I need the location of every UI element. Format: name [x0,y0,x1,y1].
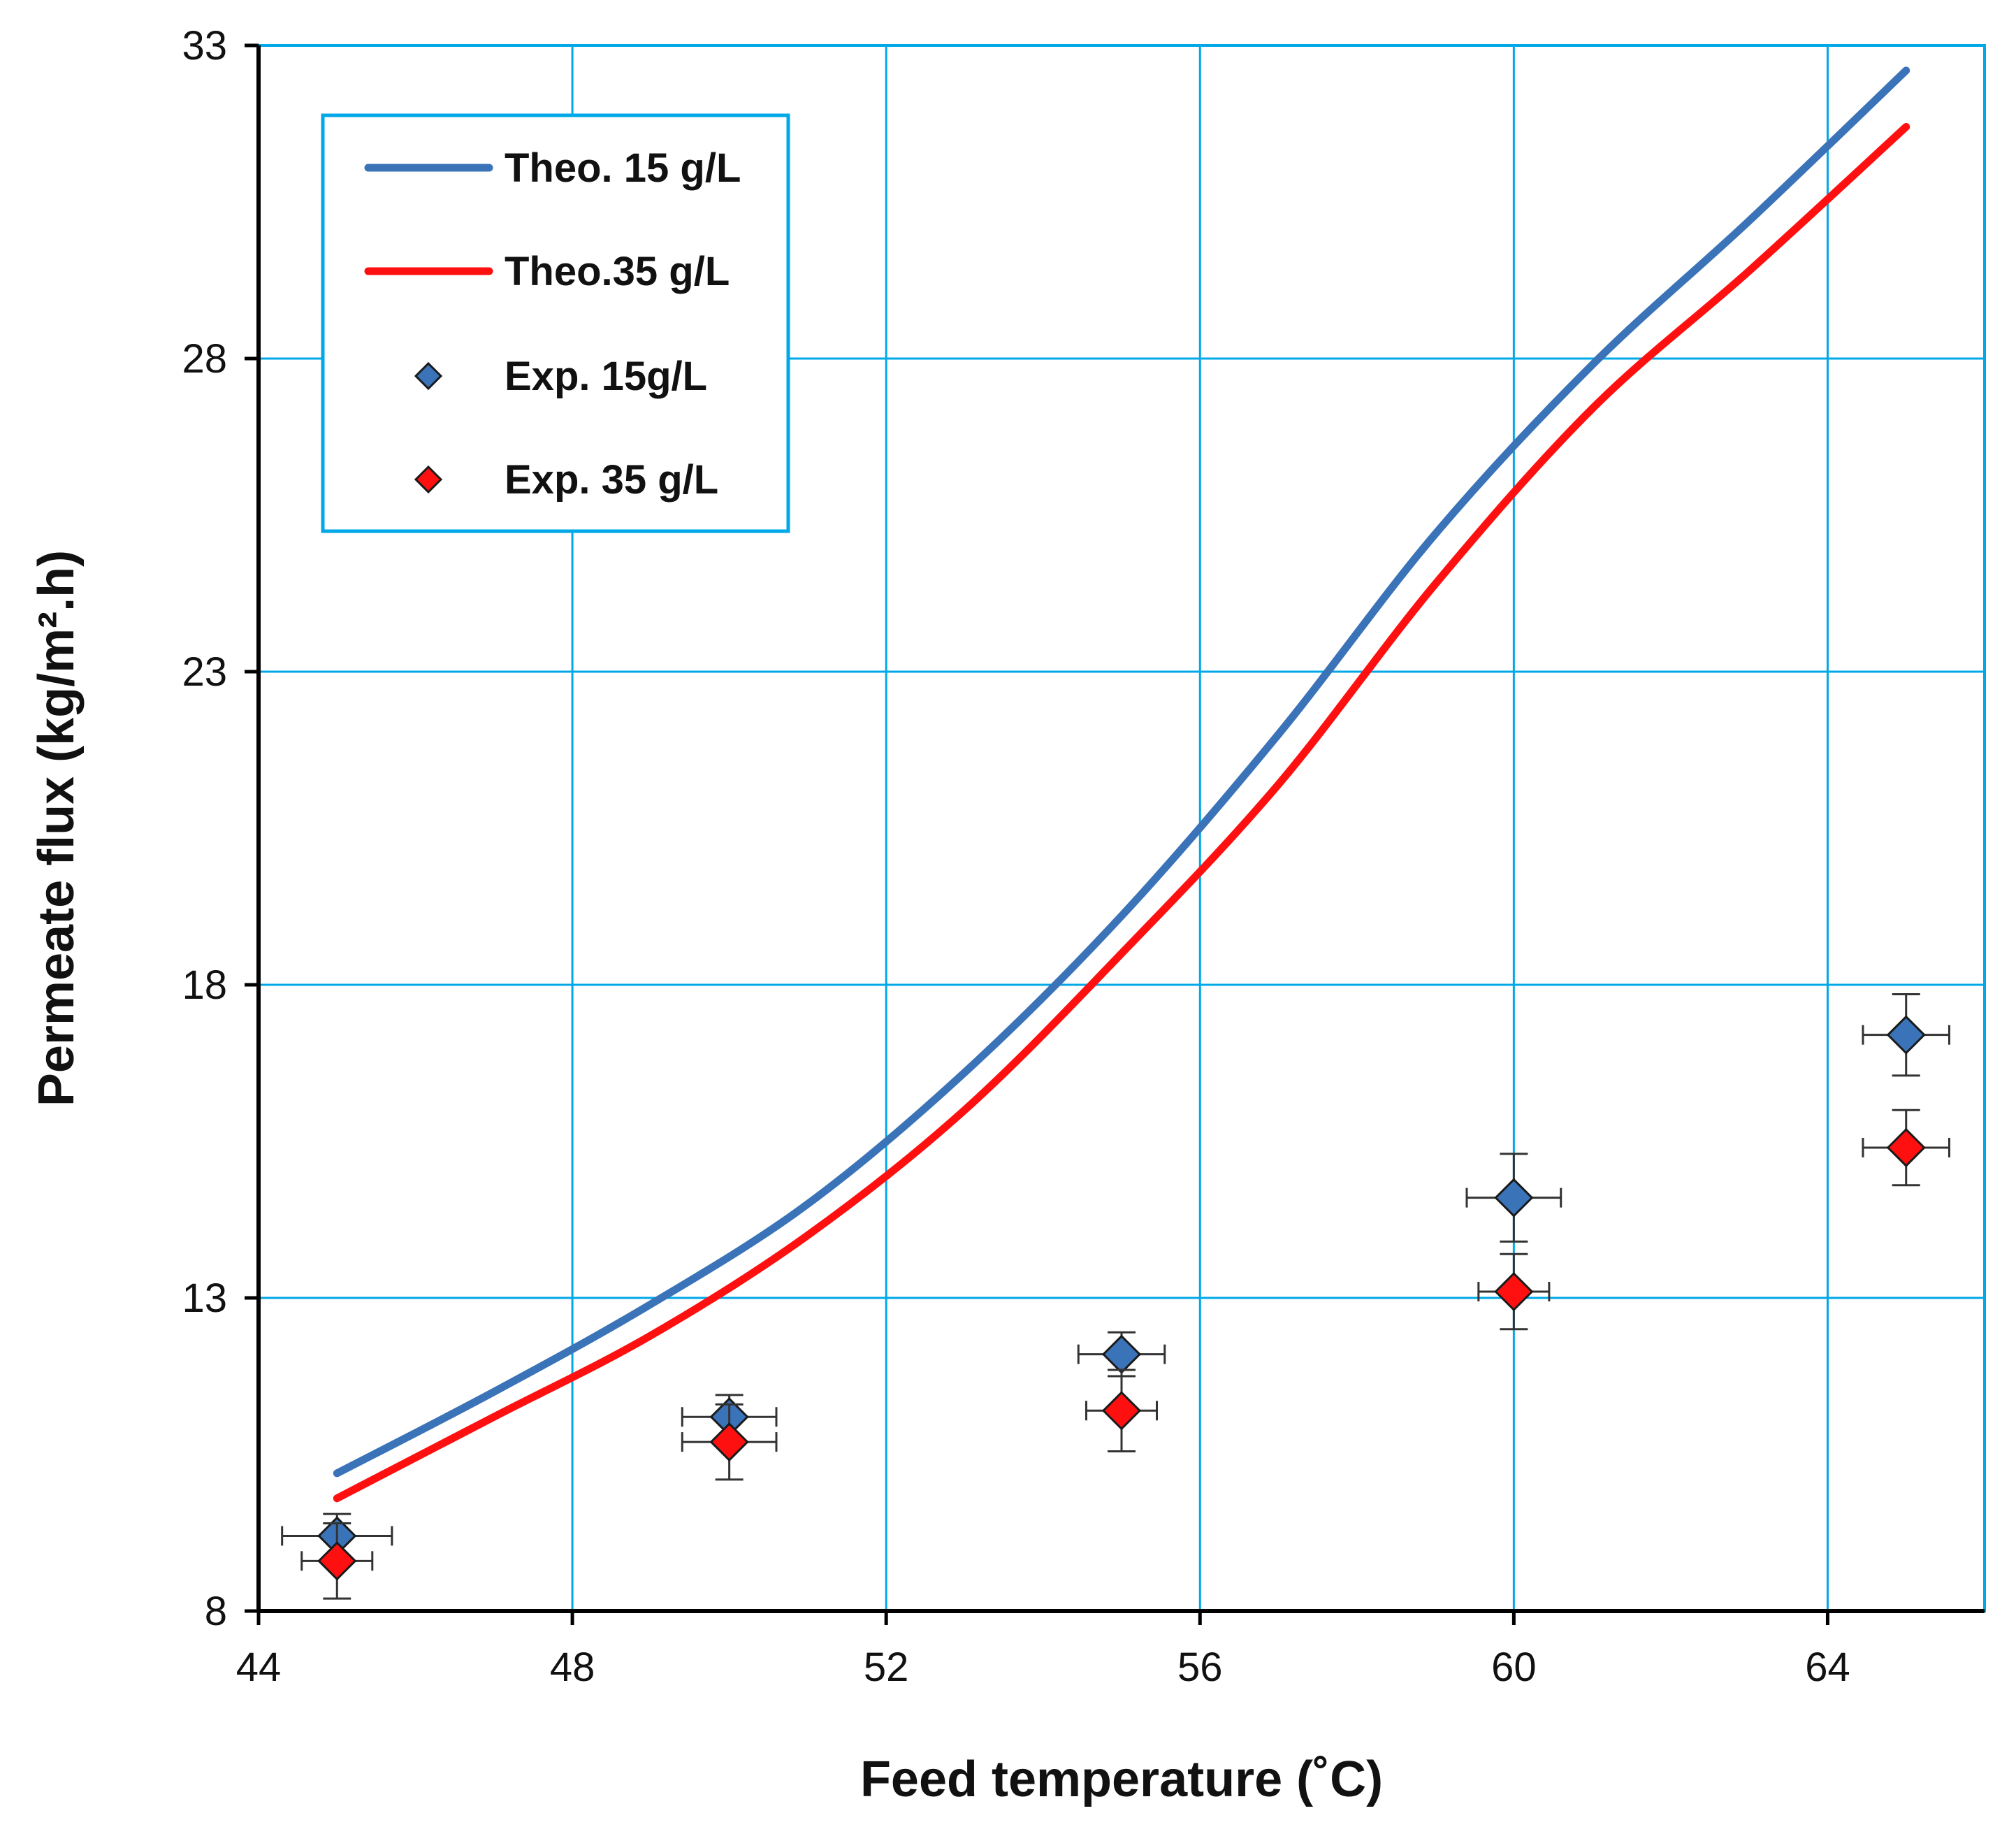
legend-label: Exp. 15g/L [505,354,707,399]
series-line [333,122,1910,1503]
y-tick-label: 13 [182,1276,227,1321]
data-point-group [1077,1331,1166,1378]
data-point [317,1541,357,1581]
series-points [281,992,1950,1600]
data-point-group [681,1403,778,1481]
legend: Theo. 15 g/L Theo.35 g/L Exp. 15g/L Exp. 35… [321,113,790,533]
data-point [1101,1391,1142,1431]
y-axis-title: Permeate flux (kg/m².h) [29,550,85,1106]
y-tick-label: 28 [182,336,227,382]
x-tick-label: 48 [550,1645,595,1690]
data-point-group [1085,1369,1159,1453]
x-tick-label: 56 [1177,1645,1223,1690]
y-tick-label: 18 [182,962,227,1008]
x-axis-title: Feed temperature (˚C) [860,1752,1383,1807]
x-tick-label: 44 [236,1645,282,1690]
x-tick-label: 52 [864,1645,909,1690]
legend-box [321,113,790,533]
y-tick-label: 23 [182,649,227,695]
axis-ticks: 44 48 52 56 60 64 8 13 18 23 28 33 [182,23,1850,1690]
x-tick-label: 64 [1805,1645,1850,1690]
data-point-group [1465,1153,1562,1243]
data-point [1886,1127,1926,1168]
y-tick-label: 8 [205,1589,227,1634]
data-point-group [300,1522,374,1600]
data-point [709,1422,749,1462]
series-line [333,66,1910,1478]
legend-label: Exp. 35 g/L [505,457,718,503]
y-tick-label: 33 [182,23,227,68]
x-tick-label: 60 [1491,1645,1537,1690]
data-point-group [1862,992,1950,1077]
data-point-group [1477,1252,1551,1331]
legend-label: Theo.35 g/L [505,249,730,294]
data-point [1886,1015,1926,1055]
legend-marker-swatch [414,361,443,391]
data-point-group [1862,1109,1950,1187]
legend-marker-swatch [414,465,443,494]
legend-label: Theo. 15 g/L [505,145,741,191]
data-point [1494,1271,1534,1312]
data-point [1494,1178,1534,1218]
series-lines [333,66,1910,1503]
